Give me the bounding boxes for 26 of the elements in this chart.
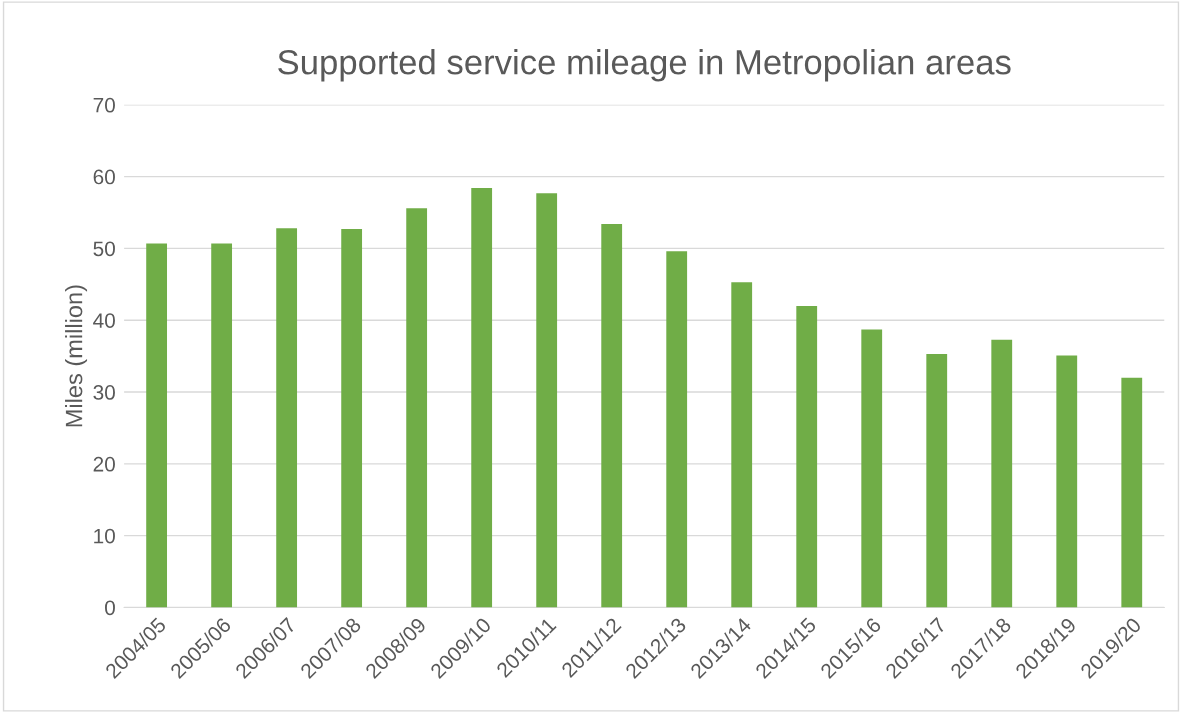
- y-tick-label: 40: [93, 313, 115, 328]
- bar: [861, 329, 883, 608]
- bar: [406, 208, 428, 608]
- y-tick-label: 0: [105, 600, 115, 616]
- y-tick-label: 70: [93, 97, 115, 113]
- bar: [1056, 355, 1078, 608]
- y-tick-label: 50: [93, 241, 115, 257]
- bar: [276, 228, 298, 608]
- bar: [601, 224, 623, 608]
- y-axis-title: Miles (million): [65, 285, 88, 427]
- bar: [731, 282, 753, 608]
- y-tick-label: 10: [94, 528, 115, 544]
- chart-title: Supported service mileage in Metropolian areas: [278, 49, 1011, 82]
- bar: [341, 229, 363, 608]
- bar: [991, 339, 1013, 608]
- y-tick-label: 20: [93, 456, 115, 472]
- bar: [211, 243, 233, 608]
- bar: [666, 251, 688, 608]
- bar: [926, 353, 948, 608]
- y-tick-label: 30: [93, 385, 115, 400]
- bar: [536, 193, 558, 608]
- bar: [796, 305, 818, 608]
- bar: [471, 188, 493, 608]
- y-tick-label: 60: [93, 169, 115, 185]
- bar: [1121, 377, 1143, 608]
- bar: [146, 243, 168, 608]
